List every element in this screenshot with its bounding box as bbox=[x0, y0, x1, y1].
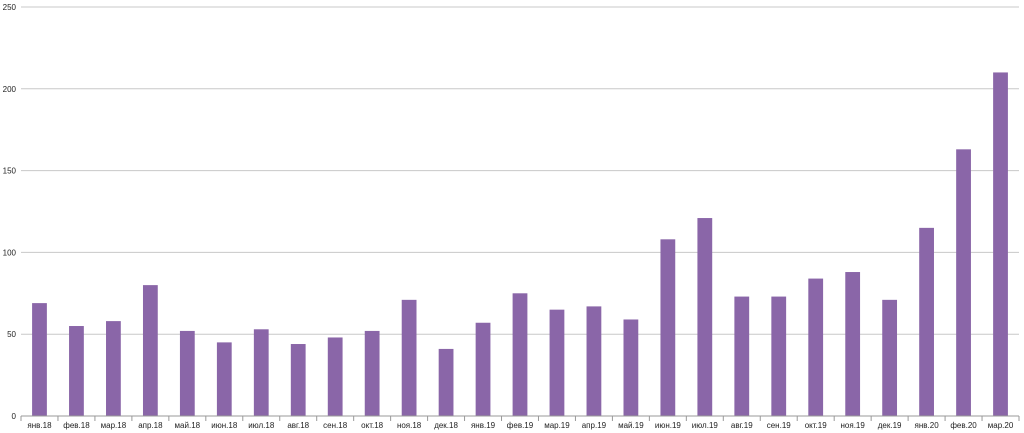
x-tick-label: дек.18 bbox=[434, 421, 458, 430]
bar-июн.18 bbox=[216, 342, 232, 416]
bar-ноя.19 bbox=[845, 272, 861, 416]
x-tick-label: мар.20 bbox=[988, 421, 1014, 430]
bar-июл.18 bbox=[253, 329, 269, 416]
bar-апр.18 bbox=[142, 285, 158, 416]
x-tick-label: мар.19 bbox=[544, 421, 570, 430]
y-tick-label: 0 bbox=[12, 412, 17, 421]
x-tick-label: июн.19 bbox=[655, 421, 682, 430]
x-tick-label: май.18 bbox=[175, 421, 201, 430]
bar-окт.18 bbox=[364, 330, 380, 416]
x-tick-label: апр.18 bbox=[138, 421, 163, 430]
bar-сен.19 bbox=[771, 296, 787, 416]
x-tick-label: ноя.19 bbox=[841, 421, 866, 430]
y-axis-ticks: 0 50 100 150 200 250 bbox=[3, 3, 17, 421]
y-tick-label: 100 bbox=[3, 248, 17, 257]
y-tick-label: 150 bbox=[3, 167, 17, 176]
x-tick-label: апр.19 bbox=[582, 421, 607, 430]
bar-апр.19 bbox=[586, 306, 602, 416]
x-tick-label: дек.19 bbox=[878, 421, 902, 430]
bar-авг.19 bbox=[734, 296, 750, 416]
grid-lines bbox=[21, 6, 1019, 335]
bar-июл.19 bbox=[697, 218, 713, 416]
x-tick-label: янв.20 bbox=[915, 421, 940, 430]
y-tick-label: 200 bbox=[3, 85, 17, 94]
x-tick-label: ноя.18 bbox=[397, 421, 422, 430]
bar-сен.18 bbox=[327, 337, 343, 416]
bar-фев.19 bbox=[512, 293, 528, 416]
bar-май.19 bbox=[623, 319, 639, 416]
x-tick-label: авг.19 bbox=[731, 421, 753, 430]
bars bbox=[32, 72, 1008, 416]
x-tick-label: сен.18 bbox=[323, 421, 348, 430]
bar-янв.18 bbox=[32, 303, 47, 416]
x-tick-label: фев.19 bbox=[507, 421, 534, 430]
bar-июн.19 bbox=[660, 239, 676, 416]
x-tick-label: окт.19 bbox=[805, 421, 827, 430]
bar-янв.19 bbox=[475, 322, 491, 416]
bar-май.18 bbox=[179, 330, 195, 416]
x-tick-label: авг.18 bbox=[287, 421, 309, 430]
bar-мар.19 bbox=[549, 309, 565, 416]
x-axis-ticks: янв.18 фев.18 мар.18 апр.18 май.18 июн.18 июл.… bbox=[27, 421, 1013, 430]
x-tick-label: фев.18 bbox=[63, 421, 90, 430]
x-tick-label: сен.19 bbox=[767, 421, 792, 430]
bar-мар.20 bbox=[993, 72, 1008, 416]
x-tick-label: окт.18 bbox=[361, 421, 383, 430]
bar-авг.18 bbox=[290, 344, 306, 416]
bar-ноя.18 bbox=[401, 299, 417, 416]
x-tick-label: янв.18 bbox=[27, 421, 52, 430]
y-tick-label: 50 bbox=[7, 330, 16, 339]
bar-фев.20 bbox=[956, 149, 971, 416]
x-tick-label: июн.18 bbox=[211, 421, 238, 430]
x-tick-label: фев.20 bbox=[950, 421, 977, 430]
y-tick-label: 250 bbox=[3, 3, 17, 12]
bar-янв.20 bbox=[919, 227, 934, 416]
bar-окт.19 bbox=[808, 278, 824, 416]
bar-дек.19 bbox=[882, 299, 898, 416]
x-tick-label: май.19 bbox=[618, 421, 644, 430]
x-tick-label: июл.19 bbox=[692, 421, 719, 430]
x-axis bbox=[20, 415, 1020, 421]
bar-мар.18 bbox=[106, 321, 121, 416]
bar-фев.18 bbox=[69, 326, 84, 416]
x-tick-label: июл.18 bbox=[248, 421, 275, 430]
x-tick-label: янв.19 bbox=[471, 421, 496, 430]
bar-дек.18 bbox=[438, 348, 454, 416]
x-tick-label: мар.18 bbox=[101, 421, 127, 430]
